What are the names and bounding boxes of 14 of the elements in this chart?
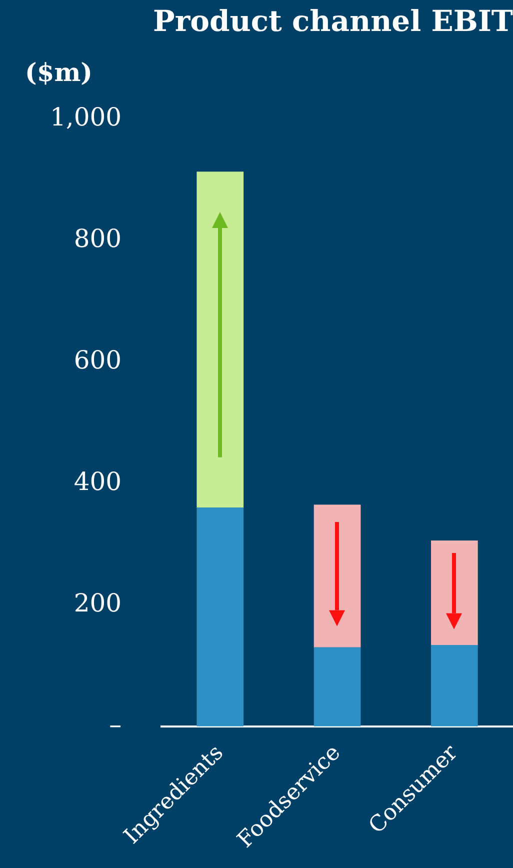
chart-title: Product channel EBIT (153, 4, 513, 38)
bar (431, 540, 478, 645)
y-tick-label: 800 (74, 224, 122, 253)
y-tick-label: 200 (74, 588, 122, 618)
y-tick-label: 600 (74, 345, 122, 374)
bar (431, 644, 478, 726)
bar (196, 172, 244, 508)
bar (314, 647, 361, 726)
y-tick-label: – (109, 710, 122, 739)
bar (314, 504, 361, 648)
y-tick-label: 1,000 (50, 102, 122, 132)
y-tick-label: 400 (74, 466, 122, 496)
bar (196, 508, 244, 726)
y-axis-title: ($m) (25, 58, 93, 87)
